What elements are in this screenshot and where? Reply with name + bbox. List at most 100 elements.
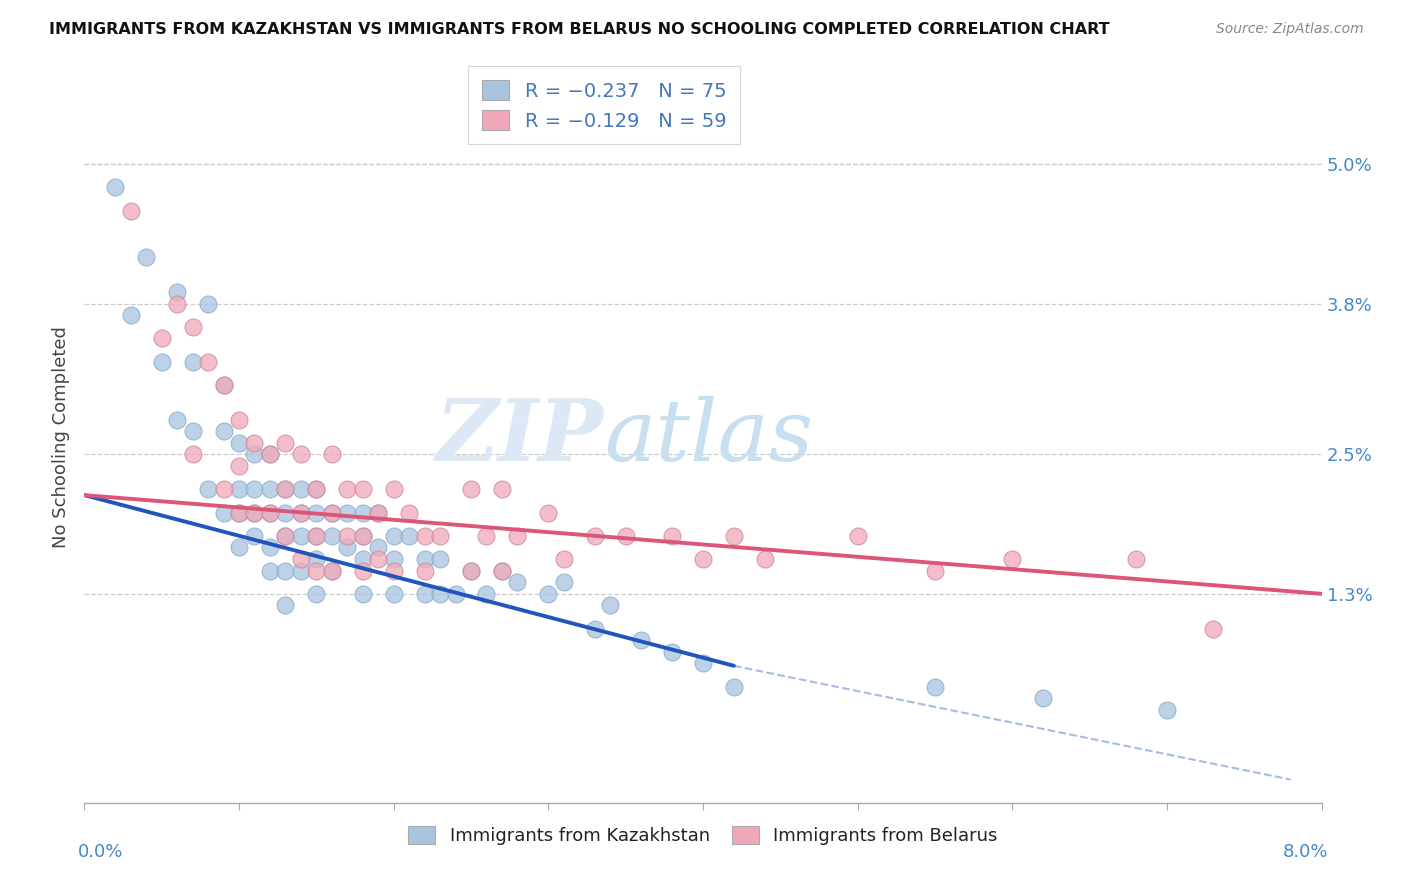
Point [243, 483, 266, 497]
Point [1032, 691, 1054, 706]
Point [274, 599, 297, 613]
Point [120, 203, 142, 218]
Point [212, 424, 235, 438]
Point [444, 587, 467, 601]
Point [197, 483, 219, 497]
Point [413, 564, 436, 578]
Point [336, 483, 359, 497]
Point [228, 506, 250, 520]
Point [846, 529, 869, 543]
Point [197, 354, 219, 368]
Point [321, 506, 343, 520]
Point [924, 680, 946, 694]
Y-axis label: No Schooling Completed: No Schooling Completed [52, 326, 70, 548]
Point [181, 424, 204, 438]
Point [290, 483, 312, 497]
Point [290, 552, 312, 566]
Point [537, 506, 560, 520]
Point [429, 587, 451, 601]
Point [305, 529, 328, 543]
Point [367, 506, 389, 520]
Point [321, 506, 343, 520]
Point [723, 680, 745, 694]
Point [336, 506, 359, 520]
Point [259, 483, 281, 497]
Point [290, 529, 312, 543]
Point [321, 564, 343, 578]
Point [321, 448, 343, 462]
Point [197, 296, 219, 310]
Point [305, 552, 328, 566]
Point [661, 529, 683, 543]
Text: 8.0%: 8.0% [1282, 843, 1327, 861]
Point [259, 448, 281, 462]
Point [259, 448, 281, 462]
Point [1001, 552, 1024, 566]
Point [228, 506, 250, 520]
Point [491, 483, 513, 497]
Point [692, 552, 714, 566]
Point [367, 506, 389, 520]
Point [352, 529, 374, 543]
Point [135, 250, 157, 264]
Point [429, 552, 451, 566]
Point [120, 308, 142, 322]
Point [723, 529, 745, 543]
Point [336, 529, 359, 543]
Point [212, 377, 235, 392]
Point [460, 564, 482, 578]
Text: 0.0%: 0.0% [79, 843, 124, 861]
Point [491, 564, 513, 578]
Point [166, 285, 188, 299]
Point [228, 412, 250, 426]
Point [352, 506, 374, 520]
Point [553, 575, 575, 590]
Point [506, 529, 529, 543]
Point [352, 552, 374, 566]
Point [228, 436, 250, 450]
Point [243, 506, 266, 520]
Point [259, 506, 281, 520]
Point [321, 529, 343, 543]
Point [274, 506, 297, 520]
Point [924, 564, 946, 578]
Text: atlas: atlas [605, 396, 813, 478]
Point [274, 529, 297, 543]
Point [166, 296, 188, 310]
Point [429, 529, 451, 543]
Point [1156, 703, 1178, 717]
Point [150, 331, 173, 345]
Text: IMMIGRANTS FROM KAZAKHSTAN VS IMMIGRANTS FROM BELARUS NO SCHOOLING COMPLETED COR: IMMIGRANTS FROM KAZAKHSTAN VS IMMIGRANTS… [49, 22, 1109, 37]
Point [259, 564, 281, 578]
Point [614, 529, 637, 543]
Point [583, 529, 606, 543]
Point [290, 448, 312, 462]
Point [506, 575, 529, 590]
Point [181, 319, 204, 334]
Point [661, 645, 683, 659]
Point [212, 377, 235, 392]
Point [181, 354, 204, 368]
Text: ZIP: ZIP [436, 395, 605, 479]
Point [352, 529, 374, 543]
Point [692, 657, 714, 671]
Point [150, 354, 173, 368]
Point [243, 448, 266, 462]
Point [475, 587, 498, 601]
Point [413, 529, 436, 543]
Point [212, 483, 235, 497]
Point [274, 564, 297, 578]
Point [553, 552, 575, 566]
Point [352, 587, 374, 601]
Point [305, 587, 328, 601]
Point [228, 459, 250, 474]
Point [290, 506, 312, 520]
Point [460, 564, 482, 578]
Point [259, 541, 281, 555]
Point [336, 541, 359, 555]
Point [382, 564, 405, 578]
Point [259, 506, 281, 520]
Point [212, 506, 235, 520]
Legend: Immigrants from Kazakhstan, Immigrants from Belarus: Immigrants from Kazakhstan, Immigrants f… [401, 819, 1005, 852]
Point [290, 564, 312, 578]
